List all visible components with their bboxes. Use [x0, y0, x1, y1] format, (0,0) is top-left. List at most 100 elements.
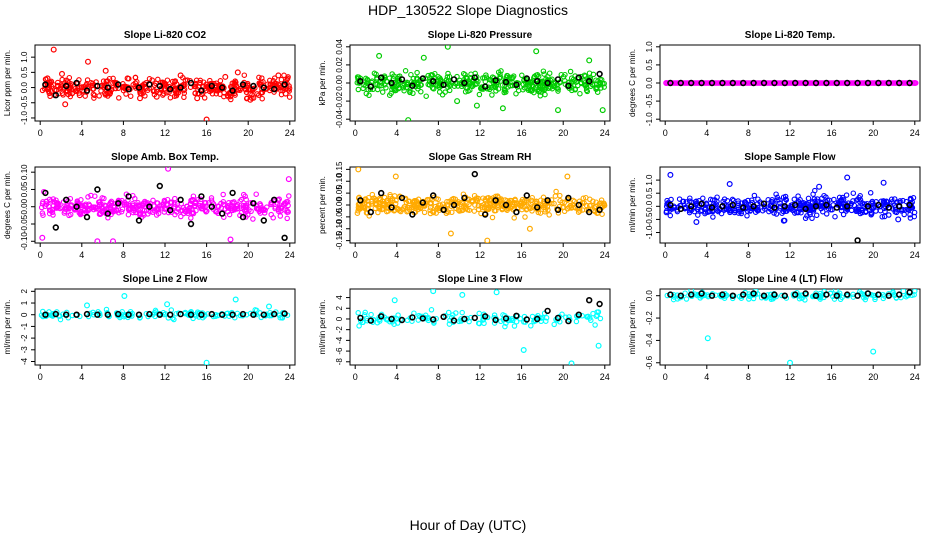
slope-outlier-point	[203, 359, 210, 365]
slope-point	[493, 207, 499, 214]
slope-point	[173, 81, 180, 87]
hourly-mean-point	[585, 297, 593, 304]
panel-title: Slope Sample Flow	[744, 152, 835, 163]
hourly-mean-point	[750, 290, 757, 297]
slope-point	[191, 203, 198, 209]
slope-point	[381, 194, 388, 201]
hourly-mean-point	[906, 201, 913, 209]
hourly-mean-point	[533, 315, 541, 323]
slope-point	[394, 205, 401, 212]
slope-outlier-point	[568, 360, 575, 365]
x-tick-label: 8	[746, 128, 751, 138]
hourly-mean-point	[239, 310, 247, 318]
slope-point	[680, 198, 687, 205]
slope-point	[98, 88, 104, 94]
hourly-mean-point	[544, 79, 551, 87]
panel-4: Slope Amb. Box Temp. degrees C per min. -0…	[3, 152, 296, 260]
slope-point	[260, 207, 267, 214]
y-tick-label: -0.05	[20, 214, 29, 233]
slope-point	[442, 89, 448, 95]
slope-point	[714, 198, 720, 205]
hourly-mean-point	[409, 82, 416, 89]
x-tick-label: 4	[704, 128, 709, 138]
panel-title: Slope Li-820 Pressure	[428, 30, 533, 41]
y-tick-label: 0.0	[20, 81, 29, 93]
slope-point	[247, 200, 254, 206]
slope-point	[784, 208, 790, 214]
panel-title: Slope Line 4 (LT) Flow	[737, 274, 843, 285]
hourly-mean-point	[854, 79, 861, 87]
x-tick-label: 12	[475, 128, 485, 138]
hourly-mean-point	[812, 203, 820, 210]
slope-point	[365, 194, 372, 201]
slope-point	[430, 209, 436, 215]
slope-point	[814, 196, 821, 202]
x-tick-label: 20	[243, 128, 253, 138]
slope-point	[907, 215, 914, 221]
slope-point	[592, 322, 598, 328]
hourly-mean-point	[146, 310, 153, 318]
slope-outlier-point	[405, 117, 412, 121]
slope-point	[907, 211, 913, 218]
hourly-mean-point	[729, 79, 736, 87]
slope-outlier-point	[164, 301, 171, 308]
slope-outlier-point	[355, 167, 362, 173]
slope-point	[572, 87, 578, 93]
slope-point	[862, 296, 869, 303]
slope-point	[535, 312, 541, 319]
x-tick-label: 8	[436, 250, 441, 260]
slope-point	[507, 197, 513, 204]
slope-point	[695, 212, 701, 218]
slope-point	[503, 89, 509, 95]
hourly-mean-point	[708, 292, 716, 299]
slope-point	[355, 310, 361, 316]
slope-point	[700, 195, 706, 202]
hourly-mean-point	[281, 310, 288, 317]
slope-point	[528, 79, 535, 85]
slope-outlier-point	[222, 73, 229, 80]
y-tick-label: -1	[20, 322, 29, 330]
slope-point	[888, 196, 895, 203]
slope-point	[586, 203, 593, 209]
hourly-mean-point	[388, 315, 395, 323]
slope-point	[220, 201, 227, 208]
slope-point	[121, 201, 128, 207]
hourly-mean-point	[229, 87, 236, 94]
hourly-mean-point	[471, 170, 478, 178]
slope-point	[257, 201, 263, 207]
x-tick-label: 0	[38, 372, 43, 382]
hourly-mean-point	[739, 204, 747, 211]
slope-point	[425, 314, 432, 321]
x-tick-label: 0	[353, 250, 358, 260]
slope-point	[162, 206, 168, 212]
hourly-mean-point	[802, 205, 809, 213]
slope-point	[393, 87, 399, 94]
hourly-mean-point	[906, 79, 913, 87]
hourly-mean-point	[698, 200, 705, 207]
slope-point	[129, 202, 136, 209]
hourly-mean-point	[73, 311, 80, 318]
y-axis-label: ml/min per min.	[318, 300, 327, 355]
hourly-mean-point	[781, 203, 788, 210]
slope-point	[132, 74, 139, 81]
slope-point	[45, 86, 51, 92]
slope-point	[172, 78, 179, 84]
y-tick-label: -0.4	[645, 333, 654, 347]
hourly-mean-point	[885, 79, 892, 87]
hourly-mean-point	[378, 189, 385, 197]
slope-point	[285, 74, 291, 80]
slope-point	[762, 206, 768, 212]
slope-point	[867, 190, 874, 196]
hourly-mean-point	[750, 203, 757, 210]
slope-point	[377, 196, 384, 203]
slope-point	[437, 76, 444, 83]
slope-point	[428, 307, 435, 313]
hourly-mean-point	[419, 199, 426, 206]
slope-point	[803, 200, 810, 207]
slope-point	[275, 196, 281, 203]
slope-point	[120, 87, 127, 94]
slope-point	[731, 207, 738, 213]
slope-point	[168, 199, 175, 205]
slope-point	[853, 208, 859, 215]
hourly-mean-point	[791, 79, 799, 87]
